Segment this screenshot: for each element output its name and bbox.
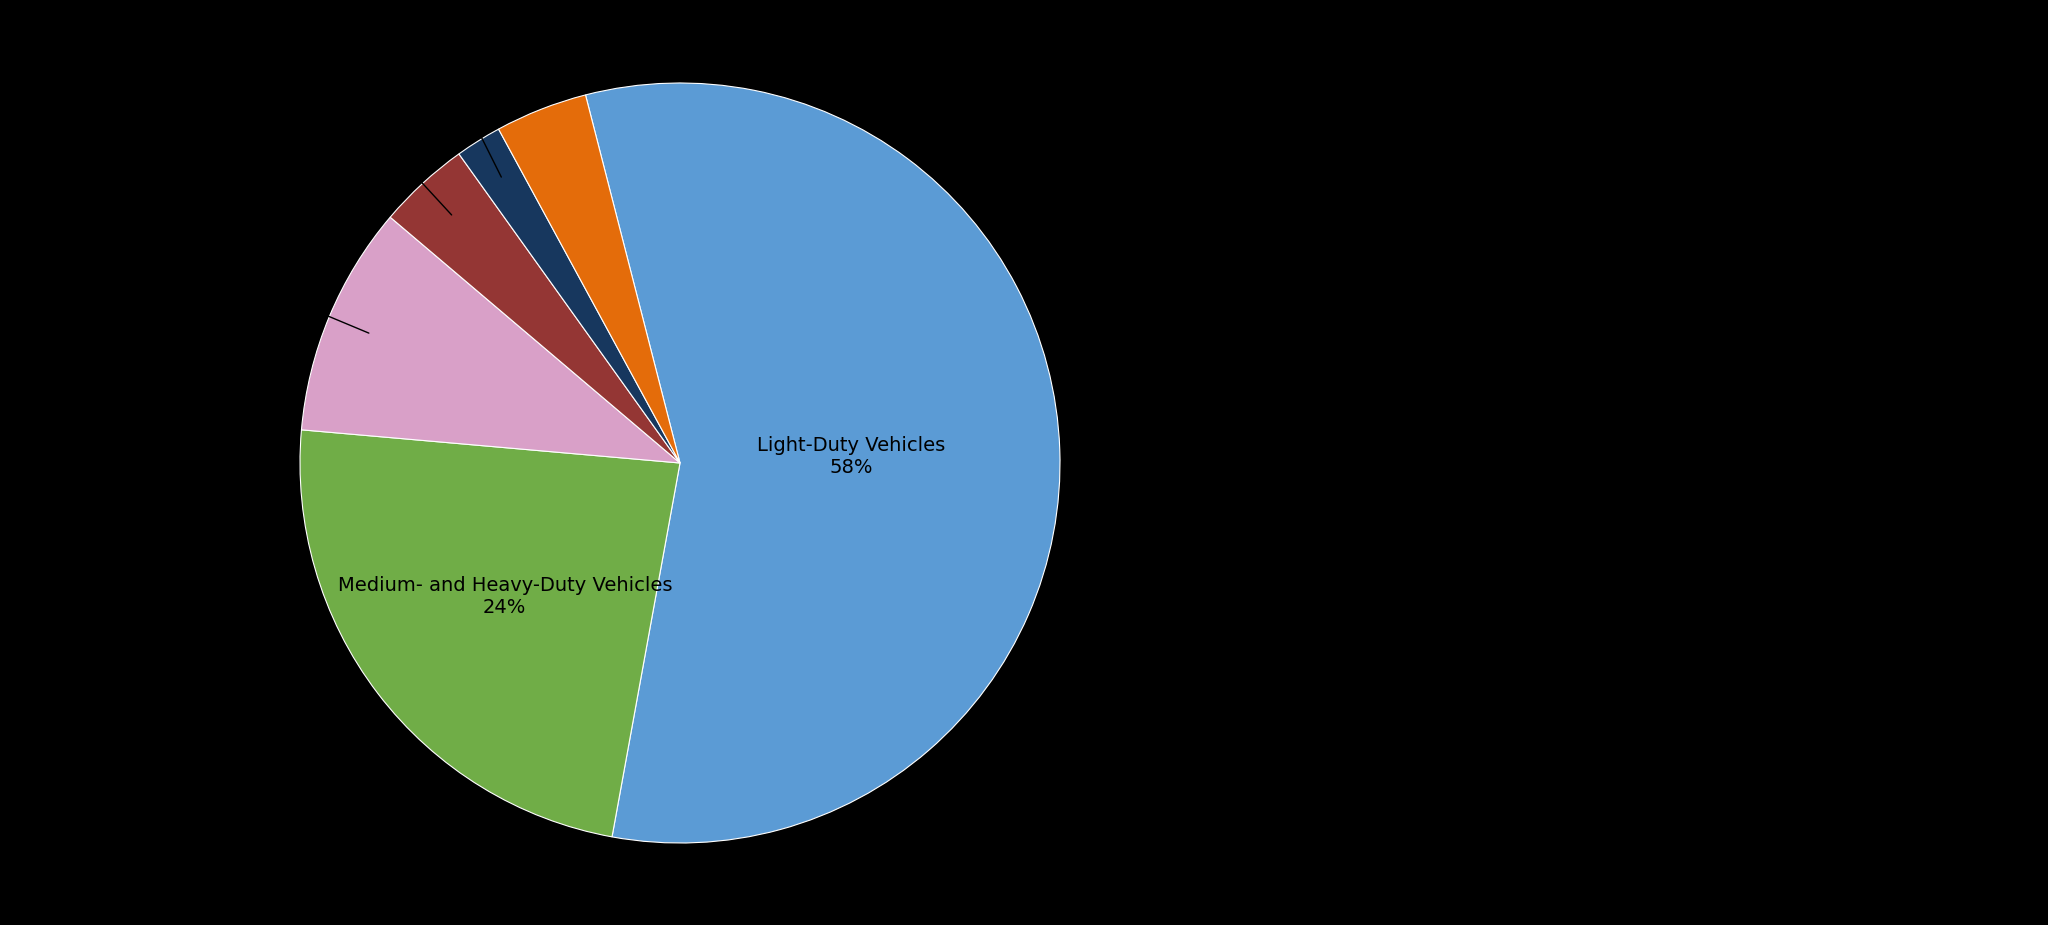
Text: Ships &
Boats
2%: Ships & Boats 2% bbox=[397, 0, 459, 25]
Wedge shape bbox=[391, 154, 680, 463]
Wedge shape bbox=[299, 430, 680, 837]
Text: Medium- and Heavy-Duty Vehicles
24%: Medium- and Heavy-Duty Vehicles 24% bbox=[338, 576, 672, 617]
Text: Other
4%: Other 4% bbox=[530, 37, 582, 76]
Wedge shape bbox=[586, 83, 1061, 843]
Text: Light-Duty Vehicles
58%: Light-Duty Vehicles 58% bbox=[758, 437, 944, 477]
Text: CO₂ Emissions By Aircraft Type: CO₂ Emissions By Aircraft Type bbox=[530, 4, 829, 23]
Wedge shape bbox=[498, 95, 680, 463]
Text: Aircraft
10%: Aircraft 10% bbox=[193, 271, 258, 310]
Text: Railroads
4%: Railroads 4% bbox=[281, 108, 362, 147]
Wedge shape bbox=[301, 217, 680, 463]
Wedge shape bbox=[459, 130, 680, 463]
